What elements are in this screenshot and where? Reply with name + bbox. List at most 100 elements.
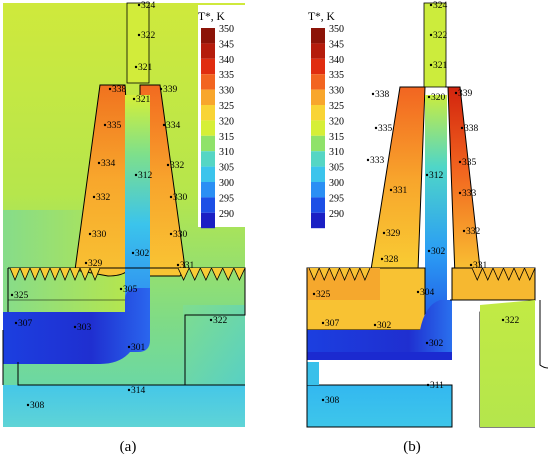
panel-b-serration-tooth [524,267,536,281]
panel-b-core [425,95,447,335]
panel-a-probe-dot [162,123,166,127]
panel-b-legend-tick: 305 [329,163,344,174]
panel-b-legend-tick: 300 [329,178,344,189]
panel-a-legend-tick: 290 [219,209,234,220]
panel-b-legend-swatch [311,151,325,167]
panel-b: T*, K 350 345 340 335 330 325 320 315 310 305 300 2… [280,1,550,428]
panel-b-temperature-label: 338 [464,124,479,134]
panel-b-probe-dot [416,290,420,294]
panel-b-legend-tick: 315 [329,132,344,143]
panel-a-legend-tick: 320 [219,116,234,127]
panel-a-bottom-block [3,385,245,427]
panel-a-serration-tooth [233,267,246,281]
panel-b-temperature-label: 311 [430,381,444,391]
panel-b-serration-tooth [513,267,525,281]
panel-a-legend-swatch [201,120,215,136]
panel-a-legend-swatch [201,74,215,90]
panel-b-legend-tick: 310 [329,147,344,158]
panel-b-temperature-label: 331 [473,261,488,271]
panel-a-probe-dot [92,195,96,199]
panel-b-probe-dot [312,292,316,296]
panel-a-legend-swatch [201,43,215,59]
panel-a-probe-dot [166,163,170,167]
panel-b-probe-dot [469,263,473,267]
panel-a-probe-dot [14,321,18,325]
panel-a-probe-dot [137,33,141,37]
panel-b-temperature-label: 339 [458,89,473,99]
panel-b-temperature-label: 322 [505,316,520,326]
panel-b-temperature-label: 332 [466,227,481,237]
panel-b-serration-tooth [318,267,330,282]
panel-b-temperature-label: 308 [325,396,340,406]
panel-a-legend-swatch [201,135,215,152]
panel-a-temperature-label: 303 [77,323,92,333]
panel-b-legend-tick: 340 [329,55,344,66]
panel-b-legend-tick: 325 [329,101,344,112]
panel-b-temperature-label: 329 [386,229,401,239]
panel-b-legend-swatch [311,89,325,105]
panel-b-legend-swatch [311,197,325,213]
panel-b-right-lower-block [480,300,535,427]
panel-b-legend-tick: 320 [329,116,344,127]
panel-a-temperature-label: 321 [136,95,151,105]
panel-a-legend-tick: 350 [219,24,234,35]
panel-b-bottom-link [307,362,319,385]
panel-a-temperature-label: 332 [96,193,111,203]
panel-a-legend-swatch [201,197,215,213]
panel-a-bottom-outline [17,362,245,386]
panel-a-legend-tick: 295 [219,193,234,204]
panel-b-probe-dot [321,321,325,325]
panel-a-serration-tooth [79,267,91,282]
panel-b-probe-dot [501,318,505,322]
panel-a-labels: 324 322 321 338 339 321 335 334 334 312 332 332 330 3… [10,1,228,411]
panel-a-probe-dot [97,161,101,165]
panel-b-probe-dot [458,160,462,164]
panel-a-temperature-label: 324 [141,1,156,11]
panel-b-legend-swatch [311,135,325,152]
panel-b-legend-tick: 330 [329,86,344,97]
panel-a-temperature-label: 325 [14,291,29,301]
panel-b-legend-swatch [311,120,325,136]
panel-a-probe-dot [131,251,135,255]
panel-a-temperature-label: 314 [131,386,146,396]
panel-a-temperature-label: 339 [163,85,178,95]
panel-a-serration-tooth [177,267,190,281]
panel-a-serrations [9,267,246,282]
panel-b-temperature-label: 312 [429,171,444,181]
panel-a-probe-dot [169,232,173,236]
panel-a-serration-tooth [39,267,51,282]
panel-b-probe-dot [429,33,433,37]
panel-b-legend-title: T*, K [308,11,336,23]
panel-b-temperature-label: 333 [462,189,477,199]
panel-a-probe-dot [84,261,88,265]
panel-b-legend-scale: 350 345 340 335 330 325 320 315 310 305 300 295 290 [311,24,344,229]
panel-a-legend-swatch [201,28,215,44]
panel-b-serration-tooth [339,267,351,282]
panel-b-serration-tooth [308,267,320,282]
panel-a-temperature-label: 307 [18,319,33,329]
panel-a-probe-dot [73,325,77,329]
panel-b-probe-dot [425,173,429,177]
panel-a-probe-dot [127,345,131,349]
panel-b-legend-tick: 345 [329,39,344,50]
panel-a-cooling-channel [3,288,150,364]
panel-a-legend-tick: 305 [219,163,234,174]
panel-b-temperature-label: 322 [433,31,448,41]
panel-a-probe-dot [134,65,138,69]
panel-b-probe-dot [366,158,370,162]
panel-b-temperature-label: 328 [384,255,399,265]
panel-b-temperature-label: 335 [378,124,393,134]
panel-b-probe-dot [425,341,429,345]
panel-a-temperature-label: 330 [92,230,107,240]
panel-a-serration-tooth [29,267,41,282]
panel-b-temperature-label: 335 [462,158,477,168]
panel-b-legend-swatch [311,28,325,44]
panel-a-probe-dot [10,293,14,297]
panel-a-legend-tick: 325 [219,101,234,112]
caption-a: (a) [120,439,137,455]
panel-b-probe-dot [426,383,430,387]
panel-a-legend-tick: 310 [219,147,234,158]
panel-b-probe-dot [454,91,458,95]
panel-a-temperature-label: 321 [138,63,153,73]
